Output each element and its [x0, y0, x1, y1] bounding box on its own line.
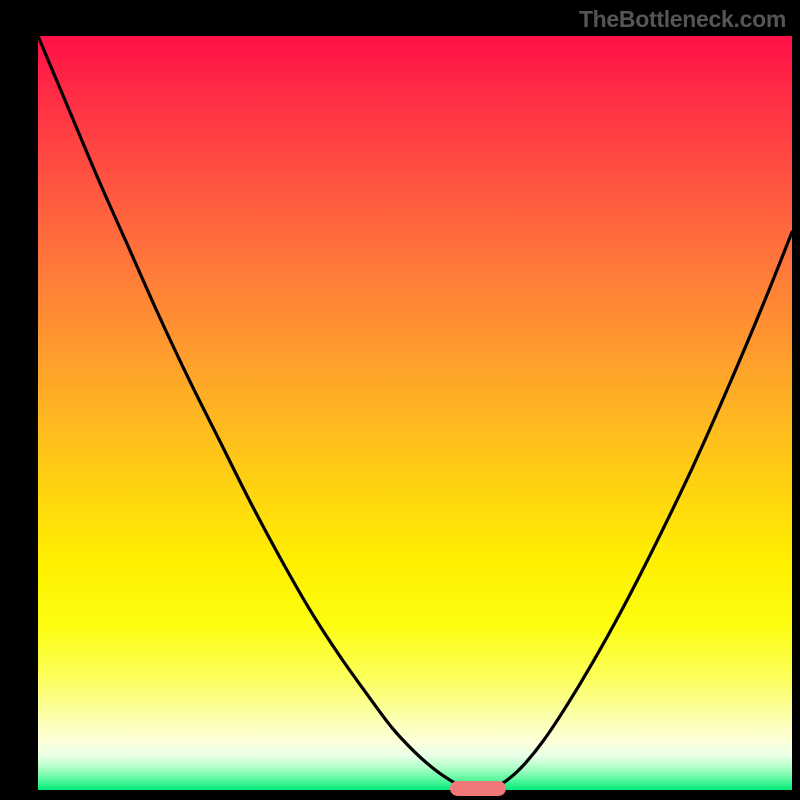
plot-area [38, 36, 792, 790]
sweet-spot-marker [450, 781, 506, 796]
bottleneck-curve [38, 36, 792, 790]
watermark-text: TheBottleneck.com [579, 6, 786, 33]
